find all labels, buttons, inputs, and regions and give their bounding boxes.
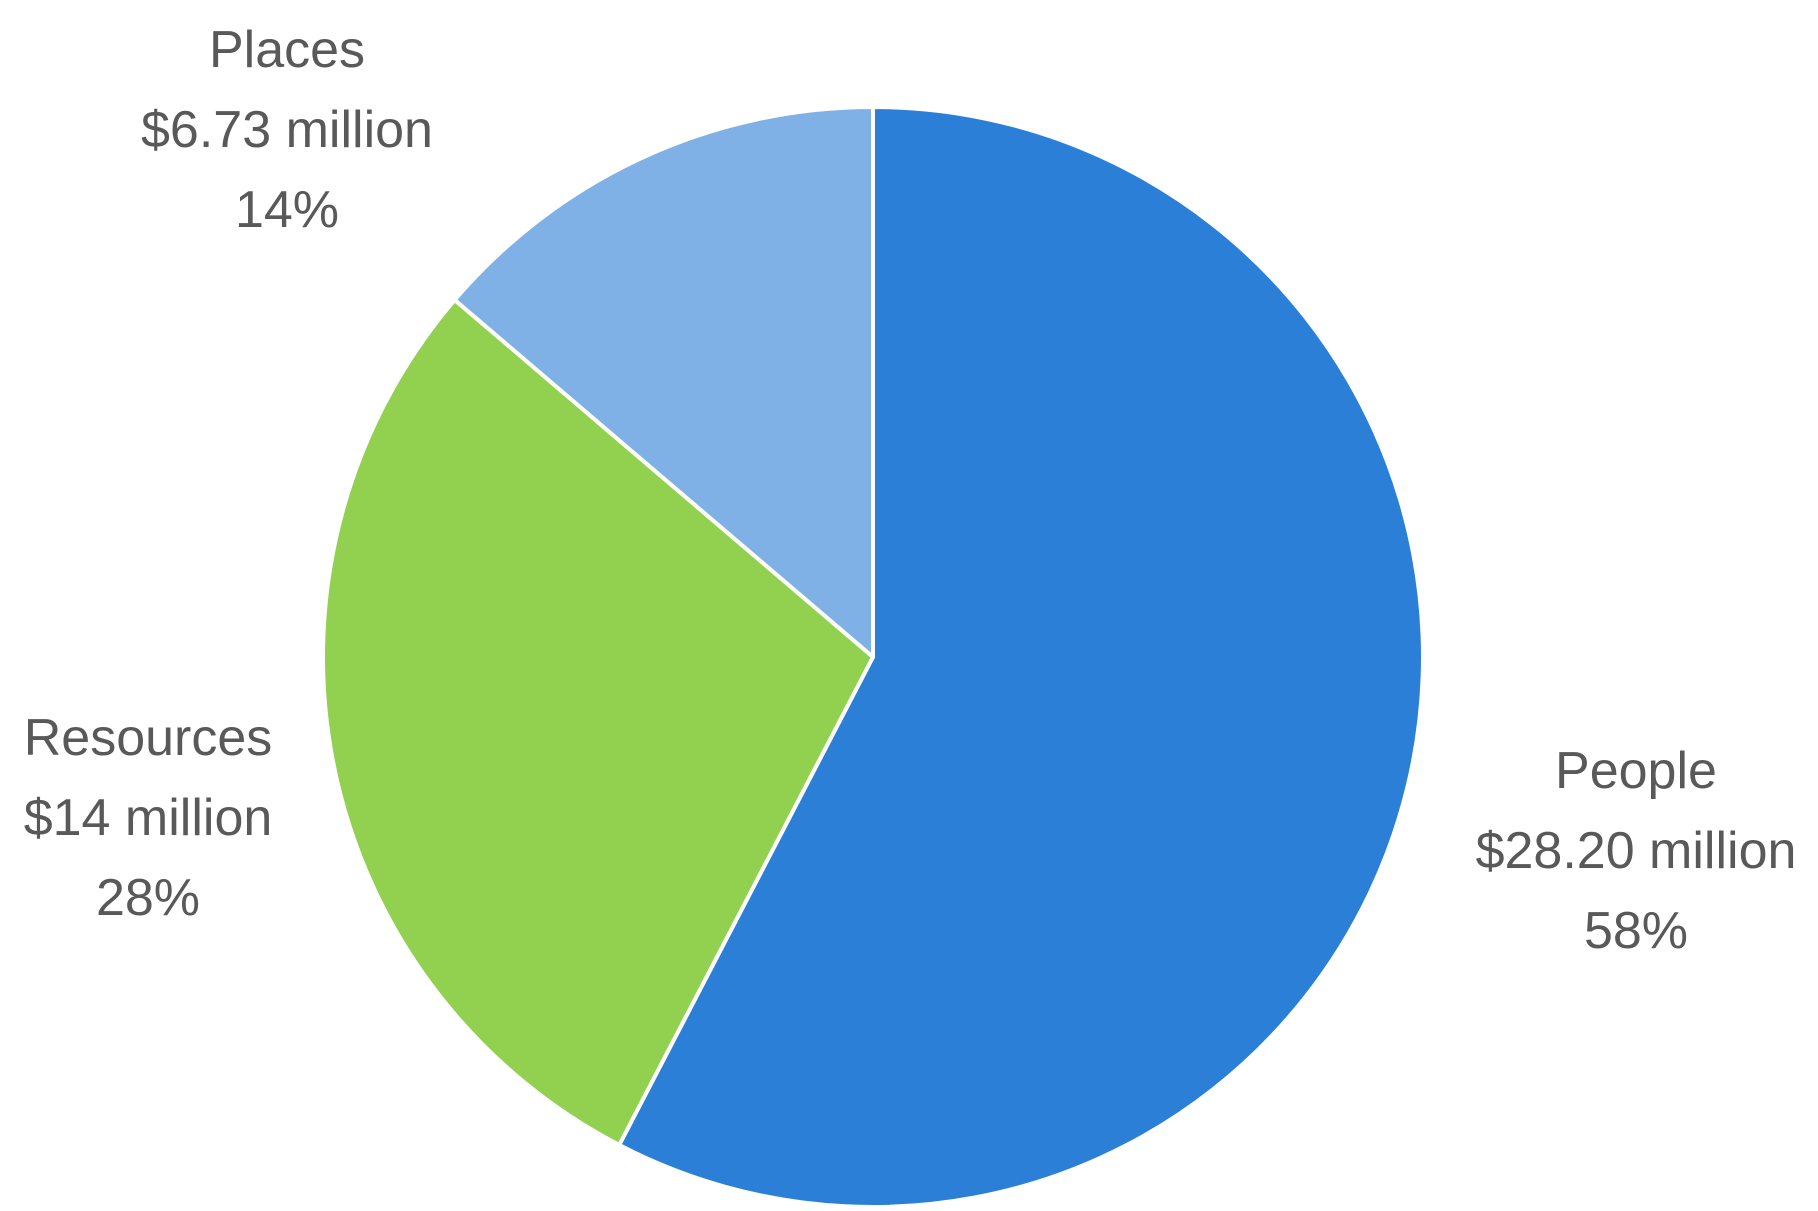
slice-percent-label-resources: 28% [96, 869, 200, 927]
pie-slice-resources [321, 297, 875, 1147]
slice-labels: People $28.20 million 58% Resources $14 mill… [24, 21, 1797, 960]
slice-category-label-people: People [1555, 742, 1717, 800]
pie-slices [321, 105, 1425, 1209]
slice-percent-label-places: 14% [235, 181, 339, 239]
slice-category-label-resources: Resources [24, 709, 273, 767]
pie-slice-places [452, 105, 875, 659]
slice-amount-label-people: $28.20 million [1476, 822, 1797, 880]
slice-label-resources: Resources $14 million 28% [24, 709, 273, 927]
slice-label-people: People $28.20 million 58% [1476, 742, 1797, 960]
slice-category-label-places: Places [209, 21, 365, 79]
slice-percent-label-people: 58% [1584, 902, 1688, 960]
pie-slice-people [617, 105, 1425, 1209]
slice-amount-label-places: $6.73 million [141, 101, 433, 159]
slice-label-places: Places $6.73 million 14% [141, 21, 433, 239]
slice-amount-label-resources: $14 million [24, 789, 273, 847]
